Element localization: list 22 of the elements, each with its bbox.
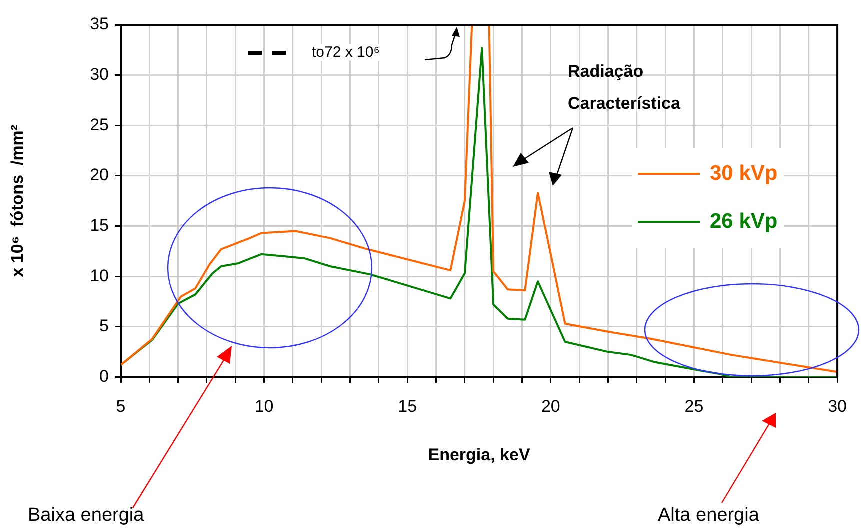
x-tick-label: 5 — [116, 397, 126, 416]
y-tick-label: 20 — [90, 166, 109, 185]
x-axis-title: Energia, keV — [428, 445, 531, 464]
annotation: Radiação Característica — [568, 61, 682, 115]
y-tick-label: 10 — [90, 266, 109, 286]
text: Baixa energia — [28, 505, 144, 527]
y-tick-label: 0 — [100, 366, 109, 386]
annotation: to72 x 10⁶ — [308, 44, 384, 61]
x-tick-label: 10 — [254, 397, 274, 416]
x-tick-label: 15 — [398, 397, 418, 416]
y-tick-label: 25 — [90, 115, 109, 134]
legend-label: 30 kVp — [710, 162, 778, 186]
y-tick-label: 5 — [100, 316, 109, 336]
legend-label: 26 kVp — [710, 210, 778, 234]
text: Alta energia — [658, 505, 760, 527]
y-tick-label: 35 — [90, 14, 109, 34]
y-axis-title: x 10⁶ fótons /mm² — [8, 124, 27, 278]
x-tick-label: 20 — [541, 397, 560, 416]
y-tick-label: 30 — [90, 65, 109, 84]
x-tick-label: 30 — [828, 397, 848, 416]
x-tick-label: 25 — [684, 397, 704, 416]
y-tick-label: 15 — [90, 216, 109, 235]
